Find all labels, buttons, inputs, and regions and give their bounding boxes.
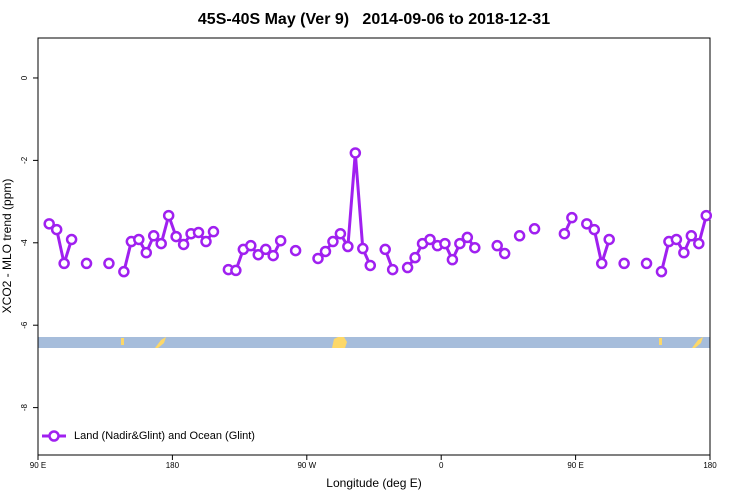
data-point <box>312 252 324 265</box>
data-point <box>588 223 601 236</box>
data-point <box>379 243 391 256</box>
data-point <box>655 265 668 278</box>
data-point <box>140 246 153 259</box>
data-point <box>685 230 698 242</box>
data-point <box>103 257 115 270</box>
data-point <box>513 230 526 242</box>
data-point <box>461 231 474 244</box>
plot-frame <box>37 37 711 456</box>
data-point <box>230 264 242 277</box>
x-axis-label: Longitude (deg E) <box>326 476 421 490</box>
data-point <box>58 257 70 270</box>
data-point <box>43 218 55 230</box>
data-point <box>424 233 436 246</box>
x-tick-label: 180 <box>166 461 180 470</box>
data-point <box>386 263 399 276</box>
data-point <box>207 225 220 238</box>
data-point <box>259 243 272 256</box>
data-point <box>147 230 160 242</box>
data-point <box>327 235 339 248</box>
data-point <box>469 241 481 254</box>
data-point <box>252 248 265 261</box>
data-point <box>409 251 421 264</box>
data-point <box>200 235 212 248</box>
data-point <box>80 257 93 270</box>
legend-label: Land (Nadir&Glint) and Ocean (Glint) <box>74 430 255 442</box>
data-point <box>618 257 630 270</box>
land-patch <box>155 337 166 348</box>
data-point <box>700 209 713 222</box>
data-point <box>162 209 175 222</box>
data-point <box>678 246 690 259</box>
legend-marker <box>48 430 60 442</box>
data-point <box>454 237 466 250</box>
x-tick-label: 180 <box>703 461 717 470</box>
data-point <box>693 237 705 250</box>
land-patch <box>332 337 347 348</box>
data-point <box>177 238 190 251</box>
data-point <box>50 223 63 236</box>
data-point <box>439 237 451 250</box>
land-patch <box>659 338 662 345</box>
data-point <box>401 261 414 274</box>
data-point <box>349 147 362 159</box>
data-point <box>581 218 593 230</box>
data-point <box>133 233 145 246</box>
chart-title: 45S-40S May (Ver 9) 2014-09-06 to 2018-1… <box>198 11 550 28</box>
x-tick-label: 90 E <box>30 461 46 470</box>
data-point <box>65 233 78 246</box>
data-point <box>245 239 257 252</box>
data-point <box>491 239 503 252</box>
data-point <box>274 234 287 247</box>
x-tick-label: 90 E <box>567 461 583 470</box>
y-tick-label: -6 <box>20 321 29 329</box>
data-point <box>566 211 578 224</box>
data-point <box>357 242 369 255</box>
data-point <box>595 257 608 270</box>
data-point <box>342 240 354 253</box>
data-point <box>558 227 571 240</box>
data-point <box>364 259 377 272</box>
data-point <box>319 245 332 258</box>
data-point <box>603 233 615 246</box>
data-point <box>498 247 511 260</box>
y-axis-label: XCO2 - MLO trend (ppm) <box>0 179 14 314</box>
y-tick-label: -2 <box>20 156 29 164</box>
ocean-strip <box>38 337 710 348</box>
data-point <box>640 257 653 270</box>
data-point <box>170 230 182 243</box>
y-tick-label: -8 <box>20 404 29 412</box>
y-tick-label: 0 <box>20 75 29 80</box>
data-point <box>155 237 167 250</box>
data-point <box>528 223 541 235</box>
data-point <box>670 233 683 246</box>
data-point <box>267 249 279 262</box>
x-tick-label: 0 <box>439 461 444 470</box>
data-point <box>192 226 205 239</box>
data-point <box>289 244 302 257</box>
data-point <box>334 227 347 240</box>
data-point <box>446 253 459 266</box>
land-patch <box>692 337 703 348</box>
x-tick-label: 90 W <box>297 461 316 470</box>
y-tick-label: -4 <box>20 239 29 247</box>
land-ocean-strip <box>38 337 710 348</box>
data-point <box>118 265 130 278</box>
land-patch <box>121 338 124 345</box>
